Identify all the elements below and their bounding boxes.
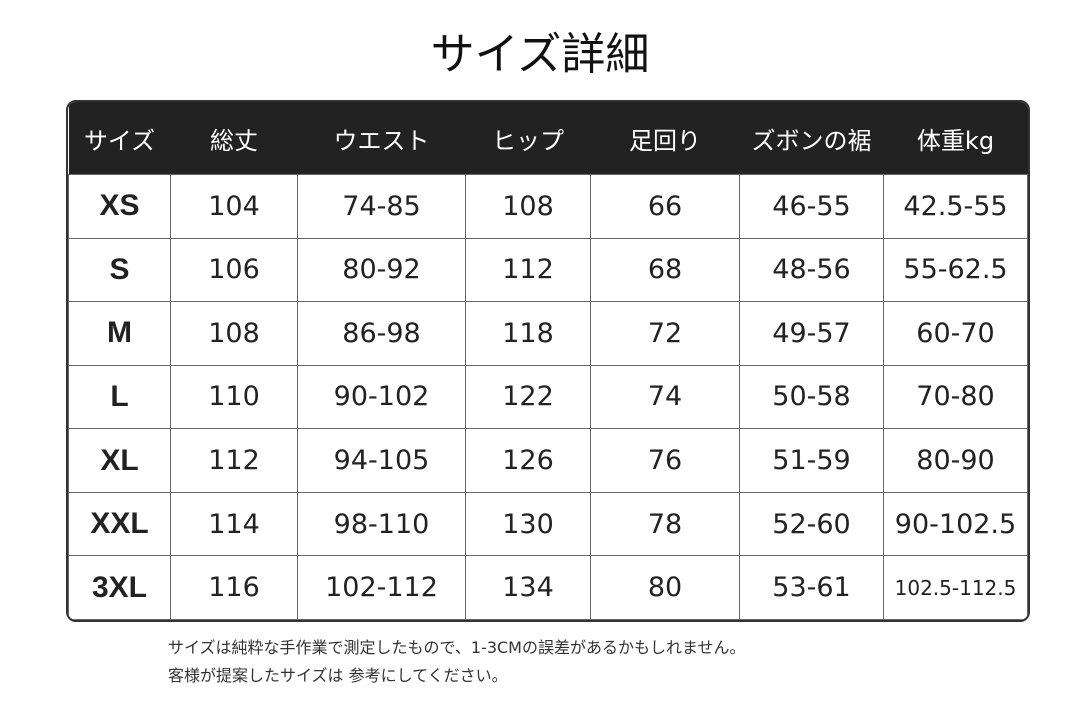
table-cell: 52-60: [739, 491, 884, 557]
table-cell: 130: [465, 491, 591, 557]
table-cell: 106: [170, 237, 298, 303]
column-header: 総丈: [170, 102, 298, 175]
table-cell: 110: [170, 364, 298, 430]
table-cell: 72: [590, 301, 740, 366]
table-cell: 90-102.5: [883, 491, 1028, 557]
table-cell: 55-62.5: [883, 237, 1028, 303]
size-label: M: [68, 301, 171, 366]
table-cell: 68: [590, 237, 740, 303]
table-cell: 74: [590, 364, 740, 430]
table-cell: 108: [465, 174, 591, 239]
column-header: 体重kg: [883, 102, 1028, 175]
table-cell: 112: [170, 428, 298, 493]
column-header: ウエスト: [297, 102, 466, 175]
table-cell: 80-90: [883, 428, 1028, 493]
table-cell: 118: [465, 301, 591, 366]
table-cell: 98-110: [297, 491, 466, 557]
note-line-1: サイズは純粋な手作業で測定したもので、1-3CMの誤差があるかもしれません。: [168, 638, 746, 657]
table-cell: 114: [170, 491, 298, 557]
table-cell: 108: [170, 301, 298, 366]
size-table: サイズ 総丈 ウエスト ヒップ 足回り ズボンの裾 体重kg XS 104 74-85 108 66…: [66, 100, 1030, 622]
table-cell: 102.5-112.5: [883, 555, 1028, 620]
table-cell: 116: [170, 555, 298, 620]
header-row: サイズ 総丈 ウエスト ヒップ 足回り ズボンの裾 体重kg: [68, 102, 1028, 175]
table-cell: 104: [170, 174, 298, 239]
table-cell: 78: [590, 491, 740, 557]
table-row: XL 112 94-105 126 76 51-59 80-90: [68, 428, 1028, 493]
table-cell: 49-57: [739, 301, 884, 366]
table-row: L 110 90-102 122 74 50-58 70-80: [68, 364, 1028, 430]
page-title: サイズ詳細: [430, 29, 650, 80]
table-cell: 112: [465, 237, 591, 303]
size-label: XXL: [68, 491, 171, 557]
table-cell: 66: [590, 174, 740, 239]
size-label: 3XL: [68, 555, 171, 620]
table-cell: 102-112: [297, 555, 466, 620]
table-cell: 90-102: [297, 364, 466, 430]
column-header: サイズ: [68, 102, 171, 175]
table-cell: 122: [465, 364, 591, 430]
note-line-2: 客様が提案したサイズは 参考にしてください。: [168, 666, 508, 685]
table-cell: 76: [590, 428, 740, 493]
table-cell: 42.5-55: [883, 174, 1028, 239]
size-label: L: [68, 364, 171, 430]
column-header: ズボンの裾: [739, 102, 884, 175]
table-row: 3XL 116 102-112 134 80 53-61 102.5-112.5: [68, 555, 1028, 620]
table-row: XS 104 74-85 108 66 46-55 42.5-55: [68, 174, 1028, 239]
size-label: XL: [68, 428, 171, 493]
table-cell: 51-59: [739, 428, 884, 493]
table-cell: 126: [465, 428, 591, 493]
size-label: XS: [68, 174, 171, 239]
table-row: XXL 114 98-110 130 78 52-60 90-102.5: [68, 491, 1028, 557]
table-cell: 46-55: [739, 174, 884, 239]
column-header: 足回り: [590, 102, 740, 175]
table-cell: 86-98: [297, 301, 466, 366]
table-cell: 80: [590, 555, 740, 620]
table-cell: 60-70: [883, 301, 1028, 366]
column-header: ヒップ: [465, 102, 591, 175]
table-row: S 106 80-92 112 68 48-56 55-62.5: [68, 237, 1028, 303]
table-cell: 70-80: [883, 364, 1028, 430]
table-cell: 134: [465, 555, 591, 620]
table-cell: 53-61: [739, 555, 884, 620]
table-cell: 94-105: [297, 428, 466, 493]
table-row: M 108 86-98 118 72 49-57 60-70: [68, 301, 1028, 366]
size-label: S: [68, 237, 171, 303]
table-cell: 50-58: [739, 364, 884, 430]
table-cell: 80-92: [297, 237, 466, 303]
table-cell: 74-85: [297, 174, 466, 239]
table-cell: 48-56: [739, 237, 884, 303]
